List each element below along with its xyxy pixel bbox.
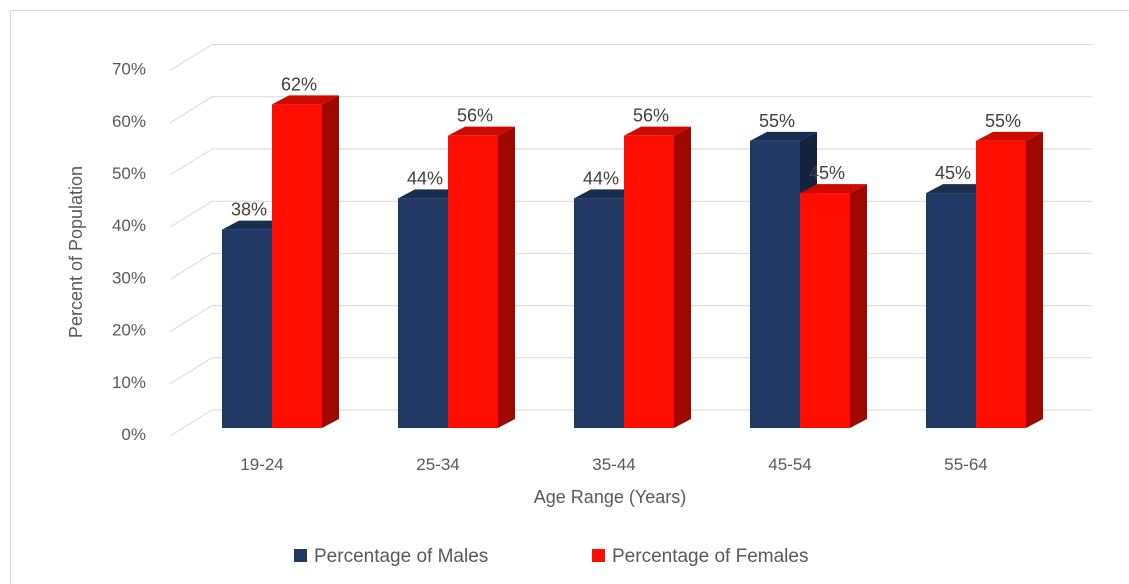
- data-label: 44%: [407, 168, 443, 188]
- bar: [272, 95, 339, 429]
- bar-front: [624, 135, 674, 428]
- data-labels: 38% 62% 44% 56% 44% 56% 55% 45% 45% 55%: [231, 74, 1021, 219]
- legend-swatch-females: [592, 549, 605, 562]
- bar-top: [750, 131, 817, 141]
- bar-front: [800, 193, 850, 428]
- bar-front: [448, 135, 498, 428]
- y-tick-label: 30%: [112, 268, 146, 287]
- bar: [448, 126, 515, 429]
- bar-top: [976, 131, 1043, 141]
- y-axis-ticks: 0% 10% 20% 30% 40% 50% 60% 70%: [112, 60, 146, 444]
- x-category-label: 25-34: [416, 455, 459, 474]
- x-category-label: 45-54: [768, 455, 811, 474]
- bar-front: [976, 140, 1026, 428]
- legend-label-males: Percentage of Males: [314, 546, 488, 567]
- y-tick-label: 0%: [121, 425, 146, 444]
- bar-top: [800, 184, 867, 194]
- data-label: 55%: [985, 111, 1021, 131]
- bar-front: [222, 229, 272, 428]
- y-tick-label: 20%: [112, 321, 146, 340]
- y-tick-label: 50%: [112, 164, 146, 183]
- bar-front: [272, 104, 322, 429]
- x-category-label: 35-44: [592, 455, 635, 474]
- x-axis-categories: 19-24 25-34 35-44 45-54 55-64: [240, 455, 987, 474]
- bar-top: [272, 95, 339, 105]
- y-axis-title: Percent of Population: [66, 166, 86, 338]
- bar-side: [498, 126, 515, 429]
- y-tick-label: 70%: [112, 60, 146, 79]
- y-tick-label: 10%: [112, 373, 146, 392]
- y-tick-label: 60%: [112, 112, 146, 131]
- bar-side: [674, 126, 691, 429]
- bars: [222, 95, 1043, 429]
- bar-front: [398, 198, 448, 428]
- legend-label-females: Percentage of Females: [612, 546, 808, 567]
- bar-top: [624, 126, 691, 136]
- x-category-label: 19-24: [240, 455, 283, 474]
- bar: [976, 131, 1043, 428]
- bar: [624, 126, 691, 429]
- data-label: 56%: [633, 106, 669, 126]
- bar-top: [448, 126, 515, 136]
- gridline: [169, 44, 1092, 72]
- legend-swatch-males: [294, 549, 307, 562]
- data-label: 56%: [457, 106, 493, 126]
- y-tick-label: 40%: [112, 216, 146, 235]
- bar-side: [322, 95, 339, 429]
- legend: Percentage of Males Percentage of Female…: [294, 546, 808, 567]
- data-label: 55%: [759, 111, 795, 131]
- data-label: 62%: [281, 74, 317, 94]
- data-label: 45%: [935, 163, 971, 183]
- bar-front: [750, 140, 800, 428]
- gridline: [169, 96, 1092, 124]
- x-axis-title: Age Range (Years): [534, 487, 686, 507]
- data-label: 44%: [583, 168, 619, 188]
- bar-side: [850, 184, 867, 428]
- data-label: 38%: [231, 200, 267, 220]
- bar: [800, 184, 867, 428]
- bar-front: [926, 193, 976, 428]
- chart-frame: [10, 10, 1129, 584]
- bar-front: [574, 198, 624, 428]
- data-label: 45%: [809, 163, 845, 183]
- bar-side: [1026, 131, 1043, 428]
- x-category-label: 55-64: [944, 455, 987, 474]
